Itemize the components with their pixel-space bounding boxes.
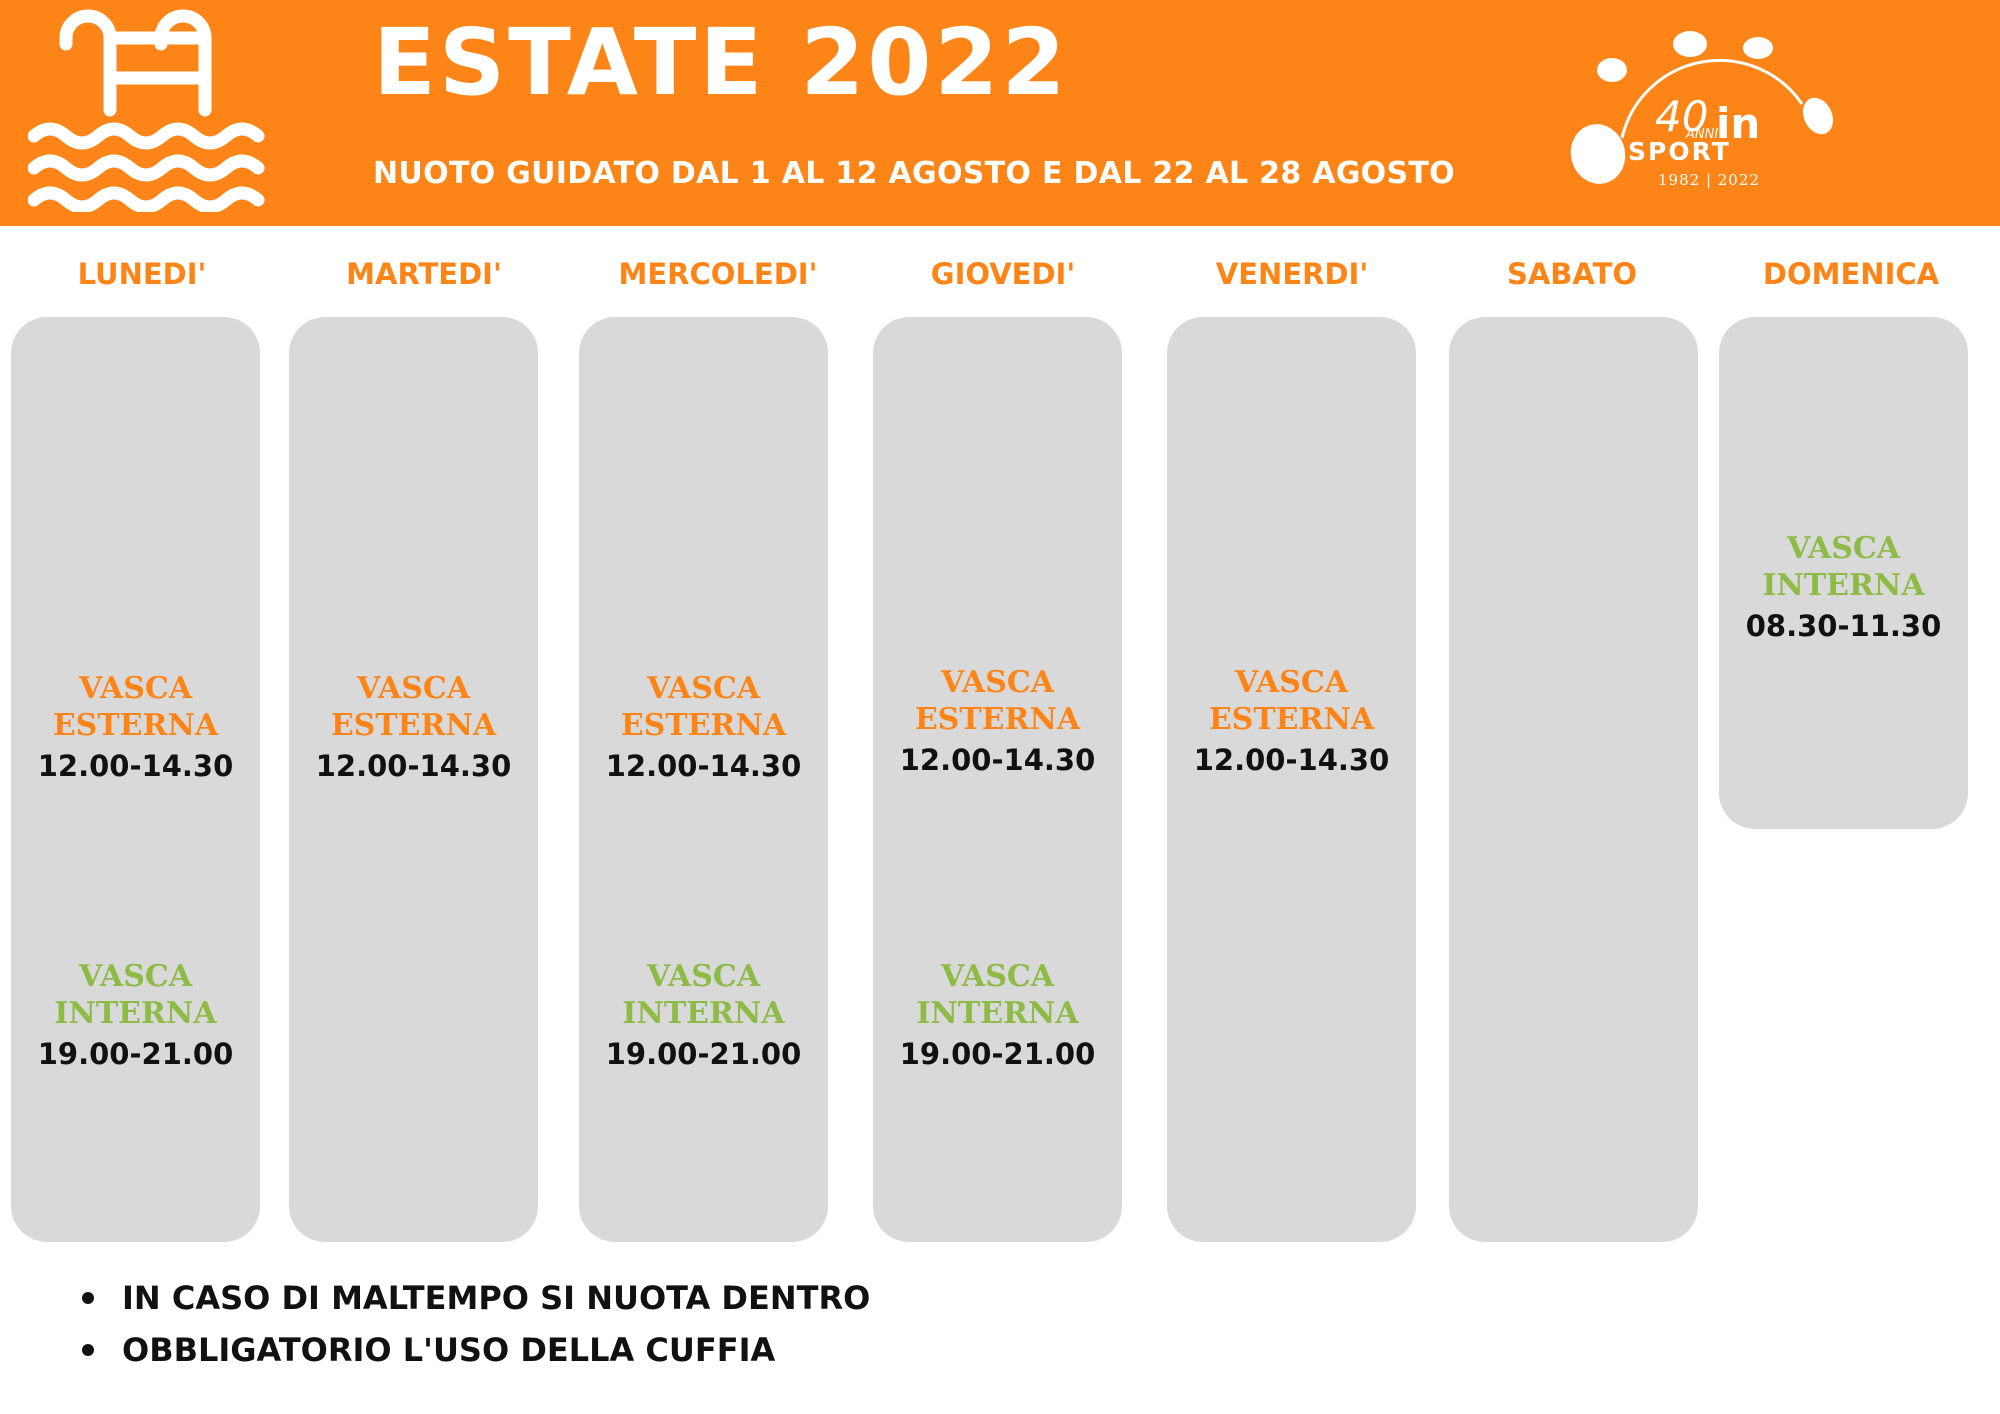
time-range: 12.00-14.30 bbox=[37, 749, 234, 783]
day-card: VASCA ESTERNA 12.00-14.30 VASCA INTERNA 19.00… bbox=[11, 317, 260, 1242]
note-item: IN CASO DI MALTEMPO SI NUOTA DENTRO bbox=[80, 1272, 870, 1324]
time-range: 08.30-11.30 bbox=[1745, 609, 1942, 643]
pool-ladder-icon bbox=[28, 9, 265, 212]
pool-label: VASCA ESTERNA bbox=[1208, 665, 1375, 737]
pool-label: VASCA ESTERNA bbox=[914, 665, 1081, 737]
day-header: MARTEDI' bbox=[346, 257, 502, 291]
time-slot: VASCA INTERNA 19.00-21.00 bbox=[579, 958, 828, 1074]
time-slot: VASCA INTERNA 19.00-21.00 bbox=[11, 958, 260, 1074]
day-header: LUNEDI' bbox=[77, 257, 207, 291]
day-card: VASCA ESTERNA 12.00-14.30 bbox=[1167, 317, 1416, 1242]
time-range: 12.00-14.30 bbox=[1193, 743, 1390, 777]
time-slot: VASCA ESTERNA 12.00-14.30 bbox=[289, 670, 538, 786]
day-card: VASCA ESTERNA 12.00-14.30 VASCA INTERNA 19.00… bbox=[873, 317, 1122, 1242]
pool-label: VASCA INTERNA bbox=[622, 959, 785, 1031]
day-card bbox=[1449, 317, 1698, 1242]
day-card: VASCA ESTERNA 12.00-14.30 bbox=[289, 317, 538, 1242]
svg-text:SPORT: SPORT bbox=[1628, 137, 1731, 166]
time-slot: VASCA ESTERNA 12.00-14.30 bbox=[11, 670, 260, 786]
in-sport-40-anni-logo: 40 ANNI in SPORT 1982 | 2022 bbox=[1570, 31, 1834, 189]
note-item: OBBLIGATORIO L'USO DELLA CUFFIA bbox=[80, 1324, 870, 1376]
day-header: DOMENICA bbox=[1762, 257, 1940, 291]
svg-text:1982 | 2022: 1982 | 2022 bbox=[1658, 171, 1760, 189]
bullet-icon bbox=[82, 1344, 94, 1356]
day-card: VASCA ESTERNA 12.00-14.30 VASCA INTERNA 19.00… bbox=[579, 317, 828, 1242]
time-slot: VASCA ESTERNA 12.00-14.30 bbox=[579, 670, 828, 786]
pool-label: VASCA ESTERNA bbox=[620, 671, 787, 743]
time-range: 12.00-14.30 bbox=[315, 749, 512, 783]
day-header: SABATO bbox=[1506, 257, 1638, 291]
day-card: VASCA INTERNA 08.30-11.30 bbox=[1719, 317, 1968, 829]
time-slot: VASCA INTERNA 19.00-21.00 bbox=[873, 958, 1122, 1074]
bullet-icon bbox=[82, 1292, 94, 1304]
svg-text:in: in bbox=[1716, 99, 1760, 148]
pool-label: VASCA ESTERNA bbox=[330, 671, 497, 743]
time-slot: VASCA ESTERNA 12.00-14.30 bbox=[873, 664, 1122, 780]
pool-label: VASCA INTERNA bbox=[1762, 531, 1925, 603]
page-subtitle: NUOTO GUIDATO DAL 1 AL 12 AGOSTO E DAL 2… bbox=[373, 156, 1455, 191]
svg-text:40: 40 bbox=[1655, 92, 1708, 141]
pool-label: VASCA INTERNA bbox=[916, 959, 1079, 1031]
time-range: 12.00-14.30 bbox=[605, 749, 802, 783]
time-slot: VASCA ESTERNA 12.00-14.30 bbox=[1167, 664, 1416, 780]
header-banner: ESTATE 2022 NUOTO GUIDATO DAL 1 AL 12 AG… bbox=[0, 0, 2000, 226]
time-range: 12.00-14.30 bbox=[899, 743, 1096, 777]
svg-text:ANNI: ANNI bbox=[1685, 127, 1718, 142]
page-title: ESTATE 2022 bbox=[373, 9, 1069, 116]
pool-label: VASCA INTERNA bbox=[54, 959, 217, 1031]
pool-label: VASCA ESTERNA bbox=[52, 671, 219, 743]
day-header: VENERDI' bbox=[1215, 257, 1369, 291]
day-header: GIOVEDI' bbox=[930, 257, 1076, 291]
day-header: MERCOLEDI' bbox=[618, 257, 818, 291]
time-range: 19.00-21.00 bbox=[605, 1037, 802, 1071]
notes-list: IN CASO DI MALTEMPO SI NUOTA DENTRO OBBL… bbox=[80, 1272, 870, 1376]
time-range: 19.00-21.00 bbox=[899, 1037, 1096, 1071]
time-slot: VASCA INTERNA 08.30-11.30 bbox=[1719, 530, 1968, 646]
time-range: 19.00-21.00 bbox=[37, 1037, 234, 1071]
